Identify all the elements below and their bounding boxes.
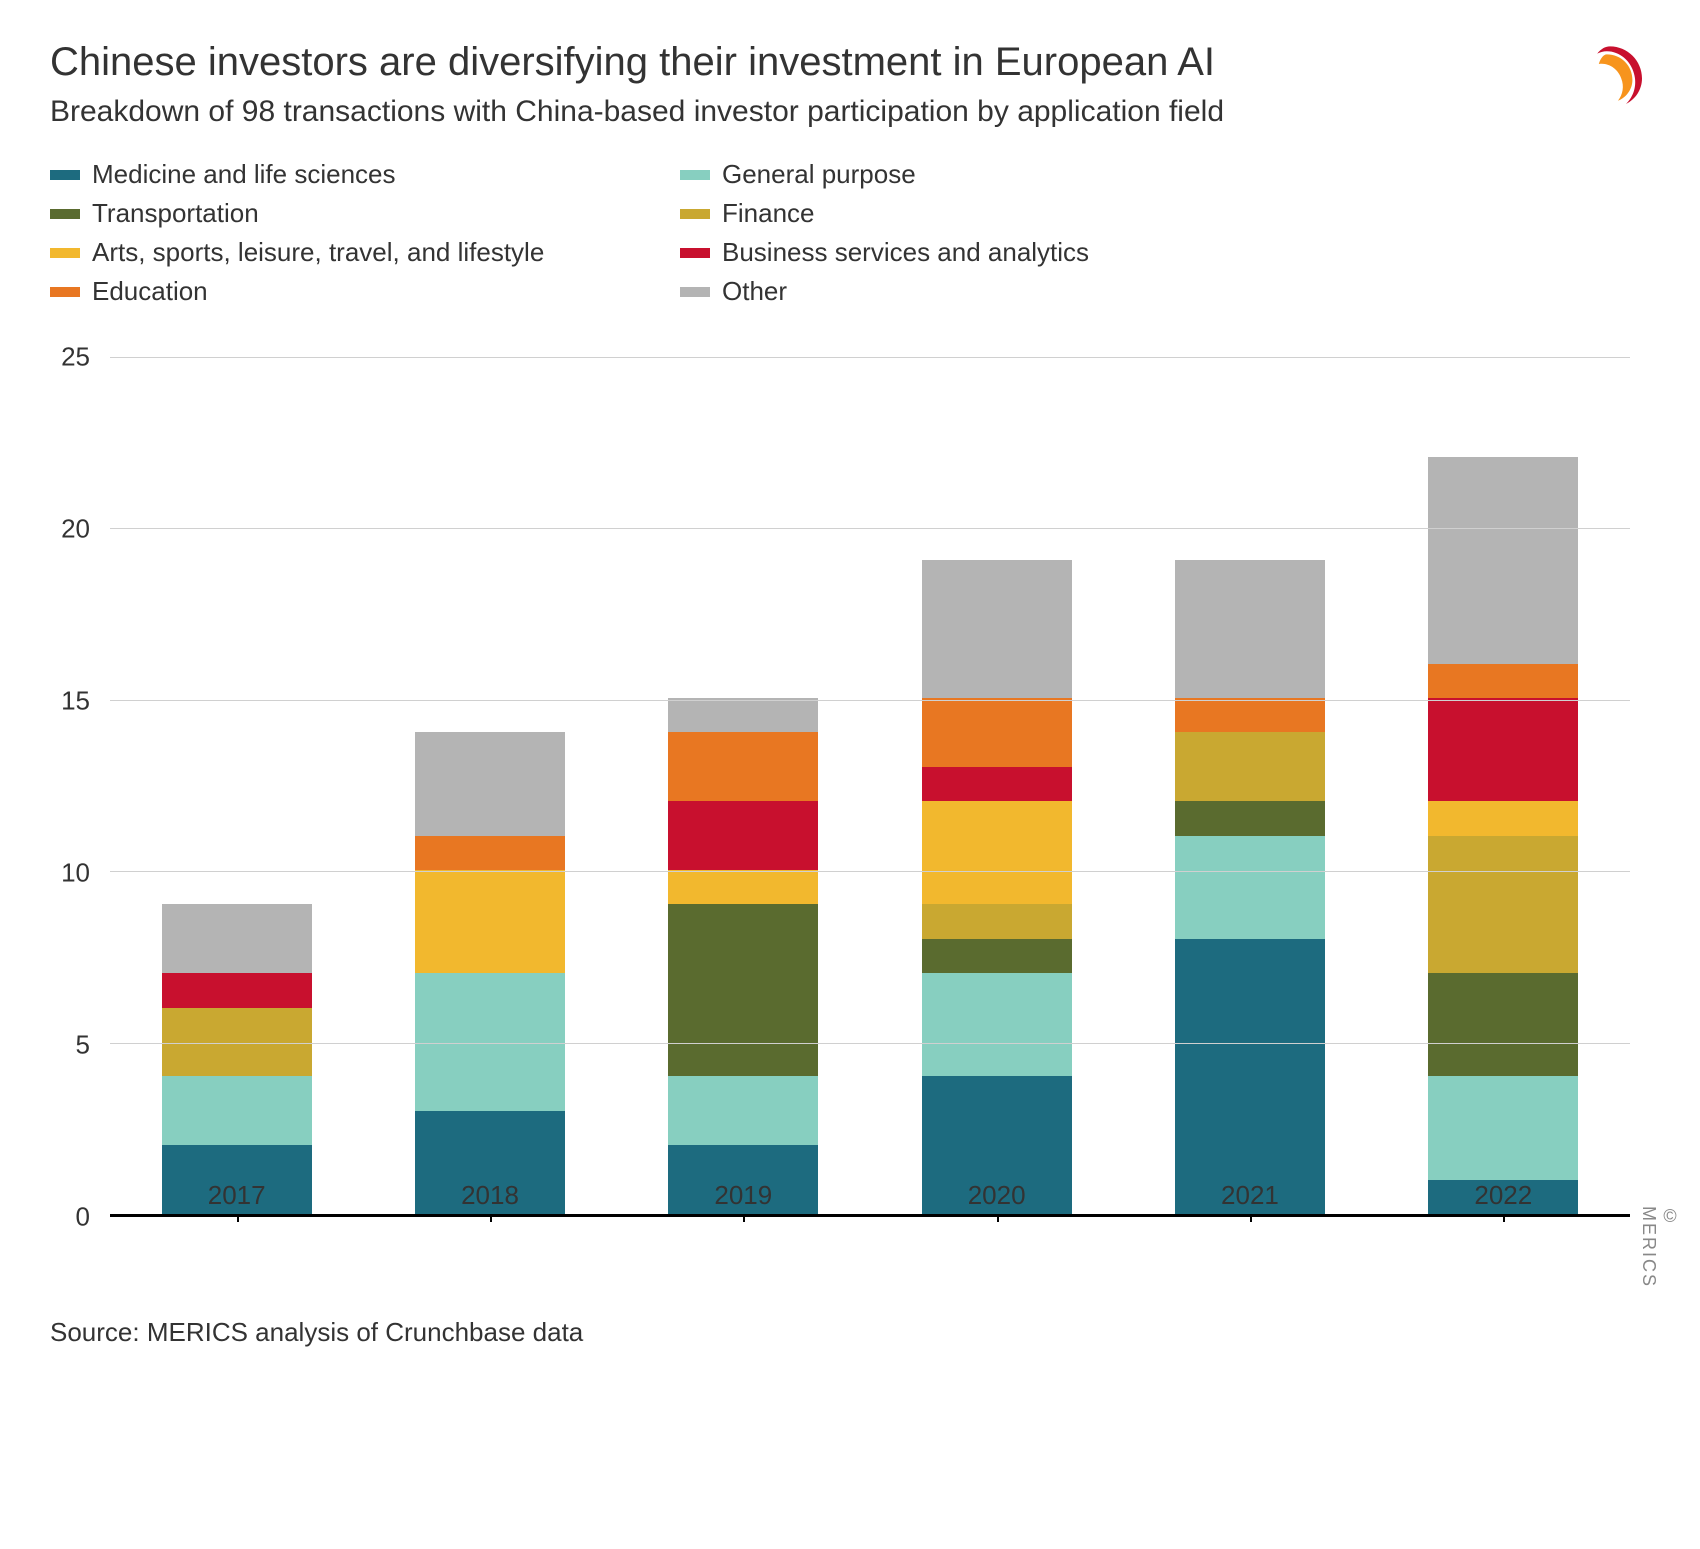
y-tick-label: 15: [61, 686, 90, 717]
x-tick-label: 2022: [1428, 1180, 1578, 1211]
legend-item: Finance: [680, 198, 1250, 229]
gridline: [110, 528, 1630, 529]
bar-column: [415, 732, 565, 1214]
x-tick-label: 2020: [922, 1180, 1072, 1211]
bar-segment: [922, 560, 1072, 698]
legend-label: Education: [92, 276, 208, 307]
bar-segment: [1428, 698, 1578, 801]
x-tick-mark: [997, 1214, 999, 1222]
bar-segment: [1428, 457, 1578, 663]
plot-area: [110, 357, 1630, 1217]
legend-item: Business services and analytics: [680, 237, 1250, 268]
bar-segment: [162, 1076, 312, 1145]
legend-label: Medicine and life sciences: [92, 159, 396, 190]
bar-segment: [1428, 836, 1578, 974]
y-tick-label: 10: [61, 858, 90, 889]
legend-item: Arts, sports, leisure, travel, and lifes…: [50, 237, 620, 268]
bar-segment: [162, 973, 312, 1007]
legend-label: Arts, sports, leisure, travel, and lifes…: [92, 237, 544, 268]
legend-label: Business services and analytics: [722, 237, 1089, 268]
bar-segment: [1175, 560, 1325, 698]
legend-label: Other: [722, 276, 787, 307]
footer: Source: MERICS analysis of Crunchbase da…: [50, 1317, 1650, 1348]
chart-area: 0510152025 201720182019202020212022: [110, 357, 1630, 1257]
header: Chinese investors are diversifying their…: [50, 40, 1650, 129]
gridline: [110, 700, 1630, 701]
bar-column: [1428, 457, 1578, 1214]
bar-segment: [415, 870, 565, 973]
legend-label: Finance: [722, 198, 815, 229]
x-tick-mark: [1250, 1214, 1252, 1222]
x-tick-mark: [237, 1214, 239, 1222]
x-tick-label: 2018: [415, 1180, 565, 1211]
y-tick-label: 20: [61, 514, 90, 545]
legend-item: Medicine and life sciences: [50, 159, 620, 190]
x-axis-labels: 2017 2018 2019 2020 2021 2022: [110, 1180, 1630, 1211]
legend-item: Education: [50, 276, 620, 307]
bar-segment: [1428, 801, 1578, 835]
bar-column: [1175, 560, 1325, 1214]
legend-label: Transportation: [92, 198, 259, 229]
copyright-text: © MERICS: [1638, 1206, 1680, 1288]
bar-segment: [1175, 732, 1325, 801]
bar-segment: [415, 732, 565, 835]
y-axis: 0510152025: [50, 357, 100, 1217]
bar-segment: [668, 801, 818, 870]
legend-swatch: [680, 248, 710, 258]
legend-swatch: [50, 248, 80, 258]
legend-swatch: [680, 287, 710, 297]
y-tick-label: 5: [76, 1030, 90, 1061]
bar-column: [922, 560, 1072, 1214]
bar-segment: [415, 836, 565, 870]
x-tick-mark: [743, 1214, 745, 1222]
bar-segment: [922, 973, 1072, 1076]
legend-swatch: [50, 209, 80, 219]
legend-swatch: [50, 170, 80, 180]
y-tick-label: 25: [61, 342, 90, 373]
x-tick-mark: [490, 1214, 492, 1222]
x-tick-label: 2017: [162, 1180, 312, 1211]
bars-container: [110, 357, 1630, 1214]
bar-column: [162, 904, 312, 1214]
bar-segment: [922, 904, 1072, 938]
bar-segment: [1175, 939, 1325, 1214]
bar-segment: [668, 904, 818, 1076]
legend-item: General purpose: [680, 159, 1250, 190]
gridline: [110, 357, 1630, 358]
bar-segment: [668, 870, 818, 904]
legend-swatch: [50, 287, 80, 297]
bar-segment: [668, 698, 818, 732]
merics-logo-icon: [1570, 40, 1650, 120]
bar-segment: [922, 939, 1072, 973]
legend-swatch: [680, 170, 710, 180]
bar-segment: [1175, 801, 1325, 835]
chart-title: Chinese investors are diversifying their…: [50, 40, 1650, 85]
legend-swatch: [680, 209, 710, 219]
legend-item: Transportation: [50, 198, 620, 229]
bar-segment: [922, 767, 1072, 801]
legend-item: Other: [680, 276, 1250, 307]
source-text: Source: MERICS analysis of Crunchbase da…: [50, 1317, 583, 1347]
bar-segment: [922, 801, 1072, 904]
x-tick-mark: [1503, 1214, 1505, 1222]
bar-segment: [668, 1076, 818, 1145]
chart-subtitle: Breakdown of 98 transactions with China-…: [50, 95, 1650, 129]
bar-segment: [668, 732, 818, 801]
bar-segment: [1428, 664, 1578, 698]
legend-label: General purpose: [722, 159, 916, 190]
bar-segment: [1428, 1076, 1578, 1179]
x-tick-label: 2019: [668, 1180, 818, 1211]
bar-segment: [162, 904, 312, 973]
gridline: [110, 871, 1630, 872]
x-tick-label: 2021: [1175, 1180, 1325, 1211]
bar-segment: [1175, 836, 1325, 939]
y-tick-label: 0: [76, 1202, 90, 1233]
gridline: [110, 1043, 1630, 1044]
bar-segment: [922, 698, 1072, 767]
bar-segment: [1175, 698, 1325, 732]
legend: Medicine and life sciences General purpos…: [50, 159, 1250, 307]
bar-column: [668, 698, 818, 1214]
bar-segment: [1428, 973, 1578, 1076]
